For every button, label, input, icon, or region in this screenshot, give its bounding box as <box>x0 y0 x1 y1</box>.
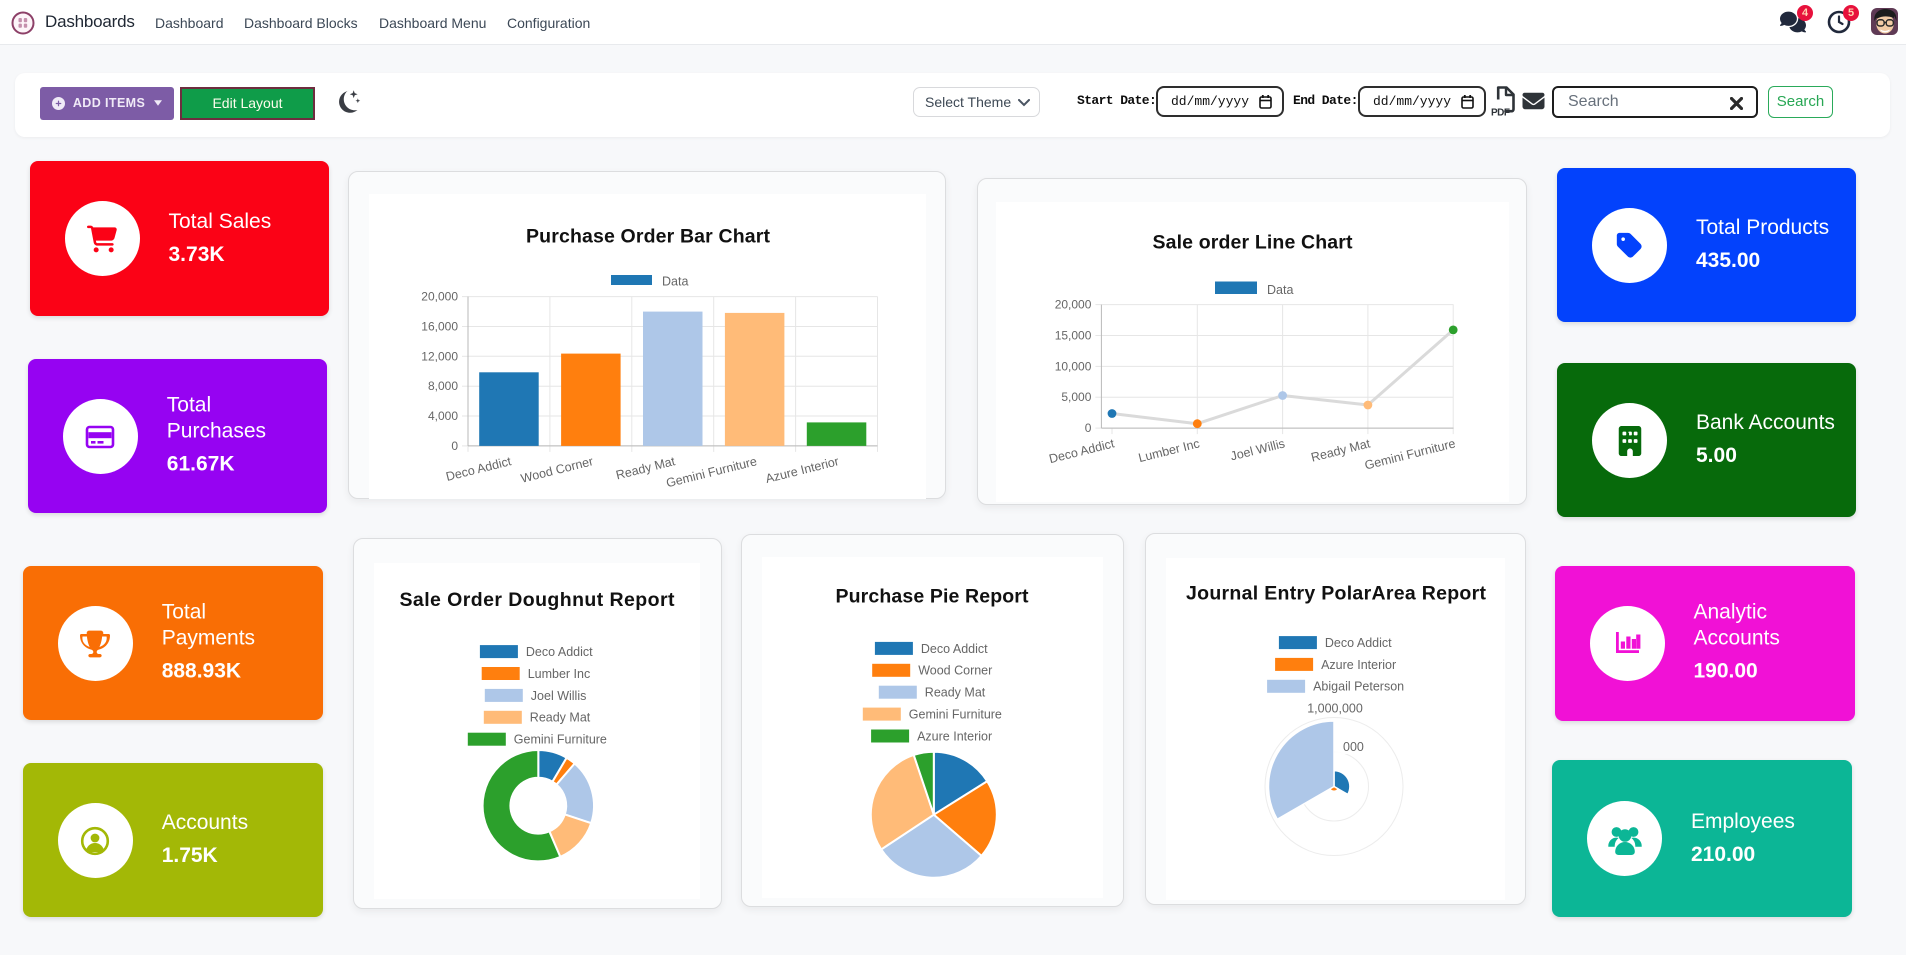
svg-text:Joel Willis: Joel Willis <box>1229 436 1286 463</box>
svg-text:Azure Interior: Azure Interior <box>917 729 992 743</box>
svg-text:Azure Interior: Azure Interior <box>764 454 840 486</box>
svg-text:4,000: 4,000 <box>428 409 458 423</box>
svg-text:12,000: 12,000 <box>421 349 458 363</box>
svg-text:Azure Interior: Azure Interior <box>1321 658 1396 672</box>
svg-text:Purchase Pie Report: Purchase Pie Report <box>836 586 1030 608</box>
svg-text:1,000,000: 1,000,000 <box>1307 702 1363 716</box>
svg-text:0: 0 <box>1085 421 1092 435</box>
svg-text:20,000: 20,000 <box>421 290 458 304</box>
svg-text:5,000: 5,000 <box>1061 390 1091 404</box>
svg-text:Wood Corner: Wood Corner <box>918 664 992 678</box>
svg-text:PDF: PDF <box>1491 108 1510 118</box>
svg-text:Lumber Inc: Lumber Inc <box>1137 436 1201 465</box>
svg-text:16,000: 16,000 <box>421 320 458 334</box>
svg-text:Data: Data <box>662 275 688 289</box>
svg-text:Deco Addict: Deco Addict <box>1048 436 1117 466</box>
svg-text:Gemini Furniture: Gemini Furniture <box>1363 436 1457 472</box>
svg-text:Deco Addict: Deco Addict <box>921 642 988 656</box>
svg-text:Joel Willis: Joel Willis <box>531 689 587 703</box>
svg-text:Deco Addict: Deco Addict <box>526 645 593 659</box>
svg-text:Deco Addict: Deco Addict <box>445 454 514 484</box>
svg-text:Data: Data <box>1267 283 1293 297</box>
svg-text:Gemini Furniture: Gemini Furniture <box>514 733 607 747</box>
svg-text:10,000: 10,000 <box>1055 359 1092 373</box>
svg-text:Wood Corner: Wood Corner <box>519 454 594 486</box>
svg-text:Ready Mat: Ready Mat <box>530 711 591 725</box>
svg-text:Ready Mat: Ready Mat <box>925 686 986 700</box>
svg-text:0: 0 <box>451 439 458 453</box>
svg-text:Deco Addict: Deco Addict <box>1325 636 1392 650</box>
svg-text:000: 000 <box>1343 740 1364 754</box>
svg-text:Journal Entry PolarArea Report: Journal Entry PolarArea Report <box>1186 583 1487 605</box>
svg-text:Lumber Inc: Lumber Inc <box>528 667 591 681</box>
svg-text:Gemini Furniture: Gemini Furniture <box>909 708 1002 722</box>
svg-text:Abigail Peterson: Abigail Peterson <box>1313 680 1404 694</box>
svg-text:Gemini Furniture: Gemini Furniture <box>665 454 759 490</box>
svg-text:Sale order Line Chart: Sale order Line Chart <box>1153 232 1354 254</box>
svg-text:Purchase Order Bar Chart: Purchase Order Bar Chart <box>526 226 771 248</box>
svg-text:Sale Order Doughnut Report: Sale Order Doughnut Report <box>400 589 676 611</box>
svg-text:8,000: 8,000 <box>428 379 458 393</box>
svg-text:15,000: 15,000 <box>1055 329 1092 343</box>
svg-text:20,000: 20,000 <box>1055 298 1092 312</box>
